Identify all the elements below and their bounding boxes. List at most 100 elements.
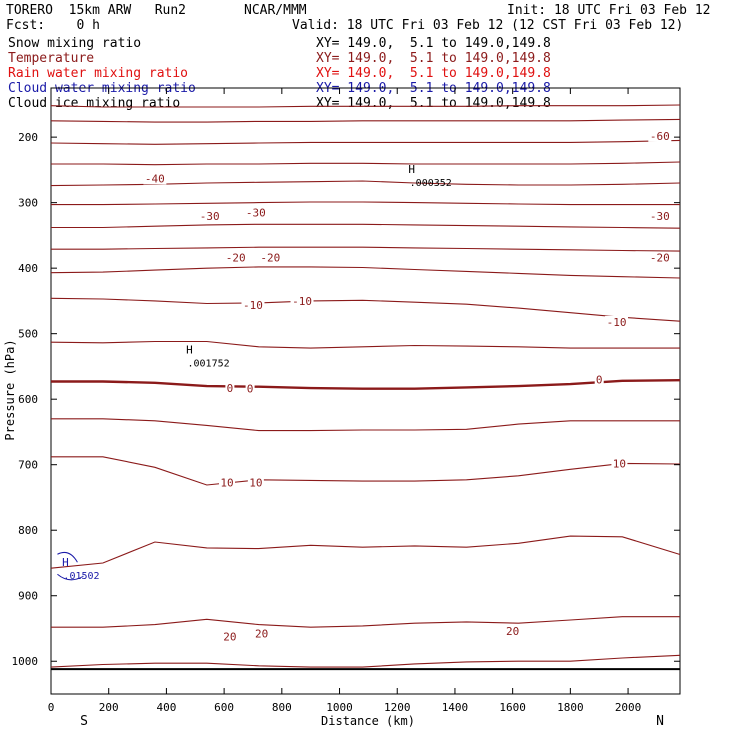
contour-label-bg — [648, 129, 672, 142]
south-end-label: S — [80, 714, 88, 729]
temperature-isotherm — [50, 535, 681, 569]
temperature-isotherm — [50, 654, 681, 668]
contour-label-bg — [611, 457, 628, 470]
temperature-isotherm — [51, 456, 681, 486]
contour-label-bg — [241, 298, 265, 311]
contour-label-bg — [224, 251, 248, 264]
model-run-title: TORERO 15km ARW Run2 — [6, 3, 187, 18]
contour-label-bg — [594, 373, 604, 386]
x-axis-tick-label: 1000 — [326, 701, 353, 714]
temperature-isotherm — [50, 104, 681, 108]
legend-temperature-label: Temperature — [8, 51, 95, 66]
contour-label: 0 — [596, 374, 603, 387]
contour-label: 0 — [247, 383, 254, 396]
contour-label: 10 — [613, 457, 626, 470]
contour-label-bg — [225, 382, 235, 395]
cloud-water-contour — [57, 551, 84, 581]
temperature-isotherm — [51, 161, 681, 166]
contour-label-bg — [253, 627, 270, 640]
legend-cloud-ice-range: XY= 149.0, 5.1 to 149.0,149.8 — [316, 96, 551, 111]
temperature-isotherm — [51, 246, 681, 252]
contour-label-bg — [258, 251, 282, 264]
x-axis-tick-label: 400 — [156, 701, 176, 714]
contour-label: 20 — [255, 628, 268, 641]
contour-label-bg — [290, 294, 314, 307]
x-axis-tick-label: 1800 — [557, 701, 584, 714]
temperature-isotherm — [50, 340, 680, 349]
init-time: Init: 18 UTC Fri 03 Feb 12 — [507, 3, 711, 18]
contour-label: 10 — [249, 476, 262, 489]
north-end-label: N — [656, 714, 664, 729]
temperature-isotherm — [51, 201, 680, 206]
contour-label-bg — [219, 476, 236, 489]
contour-label-bg — [244, 206, 268, 219]
maximum-marker-symbol: H — [62, 556, 69, 569]
organization-label: NCAR/MMM — [244, 3, 307, 18]
contour-label: -10 — [243, 299, 263, 312]
legend-rain-label: Rain water mixing ratio — [8, 66, 189, 81]
contour-label-bg — [648, 209, 672, 222]
y-axis-tick-label: 600 — [18, 393, 38, 406]
contour-label-bg — [221, 630, 238, 643]
x-axis-tick-label: 2000 — [615, 701, 642, 714]
contour-label: -40 — [145, 172, 165, 185]
maximum-marker-value: .001752 — [187, 358, 229, 369]
y-axis-tick-label: 500 — [18, 328, 38, 341]
contour-label: -30 — [246, 206, 266, 219]
temperature-isotherm — [50, 266, 681, 279]
plot-frame — [50, 87, 681, 695]
temperature-isotherm — [51, 418, 680, 432]
contour-label: -20 — [260, 252, 280, 265]
y-axis-title: Pressure (hPa) — [3, 339, 17, 440]
contour-label-bg — [245, 382, 255, 395]
contour-label: -20 — [650, 252, 670, 265]
contour-label: -10 — [292, 295, 312, 308]
temperature-isotherm — [50, 139, 681, 145]
x-axis-tick-label: 1600 — [499, 701, 526, 714]
legend-snow-range: XY= 149.0, 5.1 to 149.0,149.8 — [316, 36, 551, 51]
contour-label: -10 — [607, 316, 627, 329]
x-axis-tick-label: 200 — [99, 701, 119, 714]
x-axis-tick-label: 800 — [272, 701, 292, 714]
y-axis-tick-label: 200 — [18, 131, 38, 144]
legend-rain-range: XY= 149.0, 5.1 to 149.0,149.8 — [316, 66, 551, 81]
temperature-isotherm — [51, 223, 681, 229]
x-axis-tick-label: 1400 — [442, 701, 469, 714]
contour-label: -60 — [650, 130, 670, 143]
temperature-isotherm — [50, 297, 681, 322]
contour-label: 20 — [506, 625, 519, 638]
x-axis-tick-label: 600 — [214, 701, 234, 714]
x-axis-tick-label: 1200 — [384, 701, 411, 714]
contour-label: 10 — [220, 476, 233, 489]
contour-label-bg — [247, 476, 264, 489]
y-axis-tick-label: 900 — [18, 590, 38, 603]
maximum-marker-value: .000352 — [410, 178, 452, 189]
forecast-hour: Fcst: 0 h — [6, 18, 100, 33]
contour-label: -30 — [650, 210, 670, 223]
legend-snow-label: Snow mixing ratio — [8, 36, 142, 51]
contour-label-bg — [605, 315, 629, 328]
maximum-marker-symbol: H — [186, 343, 193, 356]
contour-label: -30 — [200, 210, 220, 223]
contour-label-bg — [198, 209, 222, 222]
valid-time: Valid: 18 UTC Fri 03 Feb 12 (12 CST Fri … — [292, 18, 684, 33]
temperature-isotherm — [51, 616, 680, 628]
x-axis-title: Distance (km) — [321, 714, 415, 728]
contour-label: 20 — [223, 630, 236, 643]
temperature-isotherm — [51, 379, 681, 390]
y-axis-tick-label: 1000 — [12, 655, 39, 668]
y-axis-tick-label: 800 — [18, 524, 38, 537]
contour-label: 0 — [227, 382, 234, 395]
y-axis-tick-label: 400 — [18, 262, 38, 275]
y-axis-tick-label: 700 — [18, 459, 38, 472]
contour-label-bg — [504, 625, 521, 638]
maximum-marker-symbol: H — [408, 163, 415, 176]
contour-label: -20 — [226, 252, 246, 265]
legend-temperature-range: XY= 149.0, 5.1 to 149.0,149.8 — [316, 51, 551, 66]
temperature-isotherm — [50, 118, 681, 123]
contour-label-bg — [143, 172, 167, 185]
x-axis-tick-label: 0 — [48, 701, 55, 714]
y-axis-tick-label: 300 — [18, 197, 38, 210]
contour-label-bg — [648, 251, 672, 264]
